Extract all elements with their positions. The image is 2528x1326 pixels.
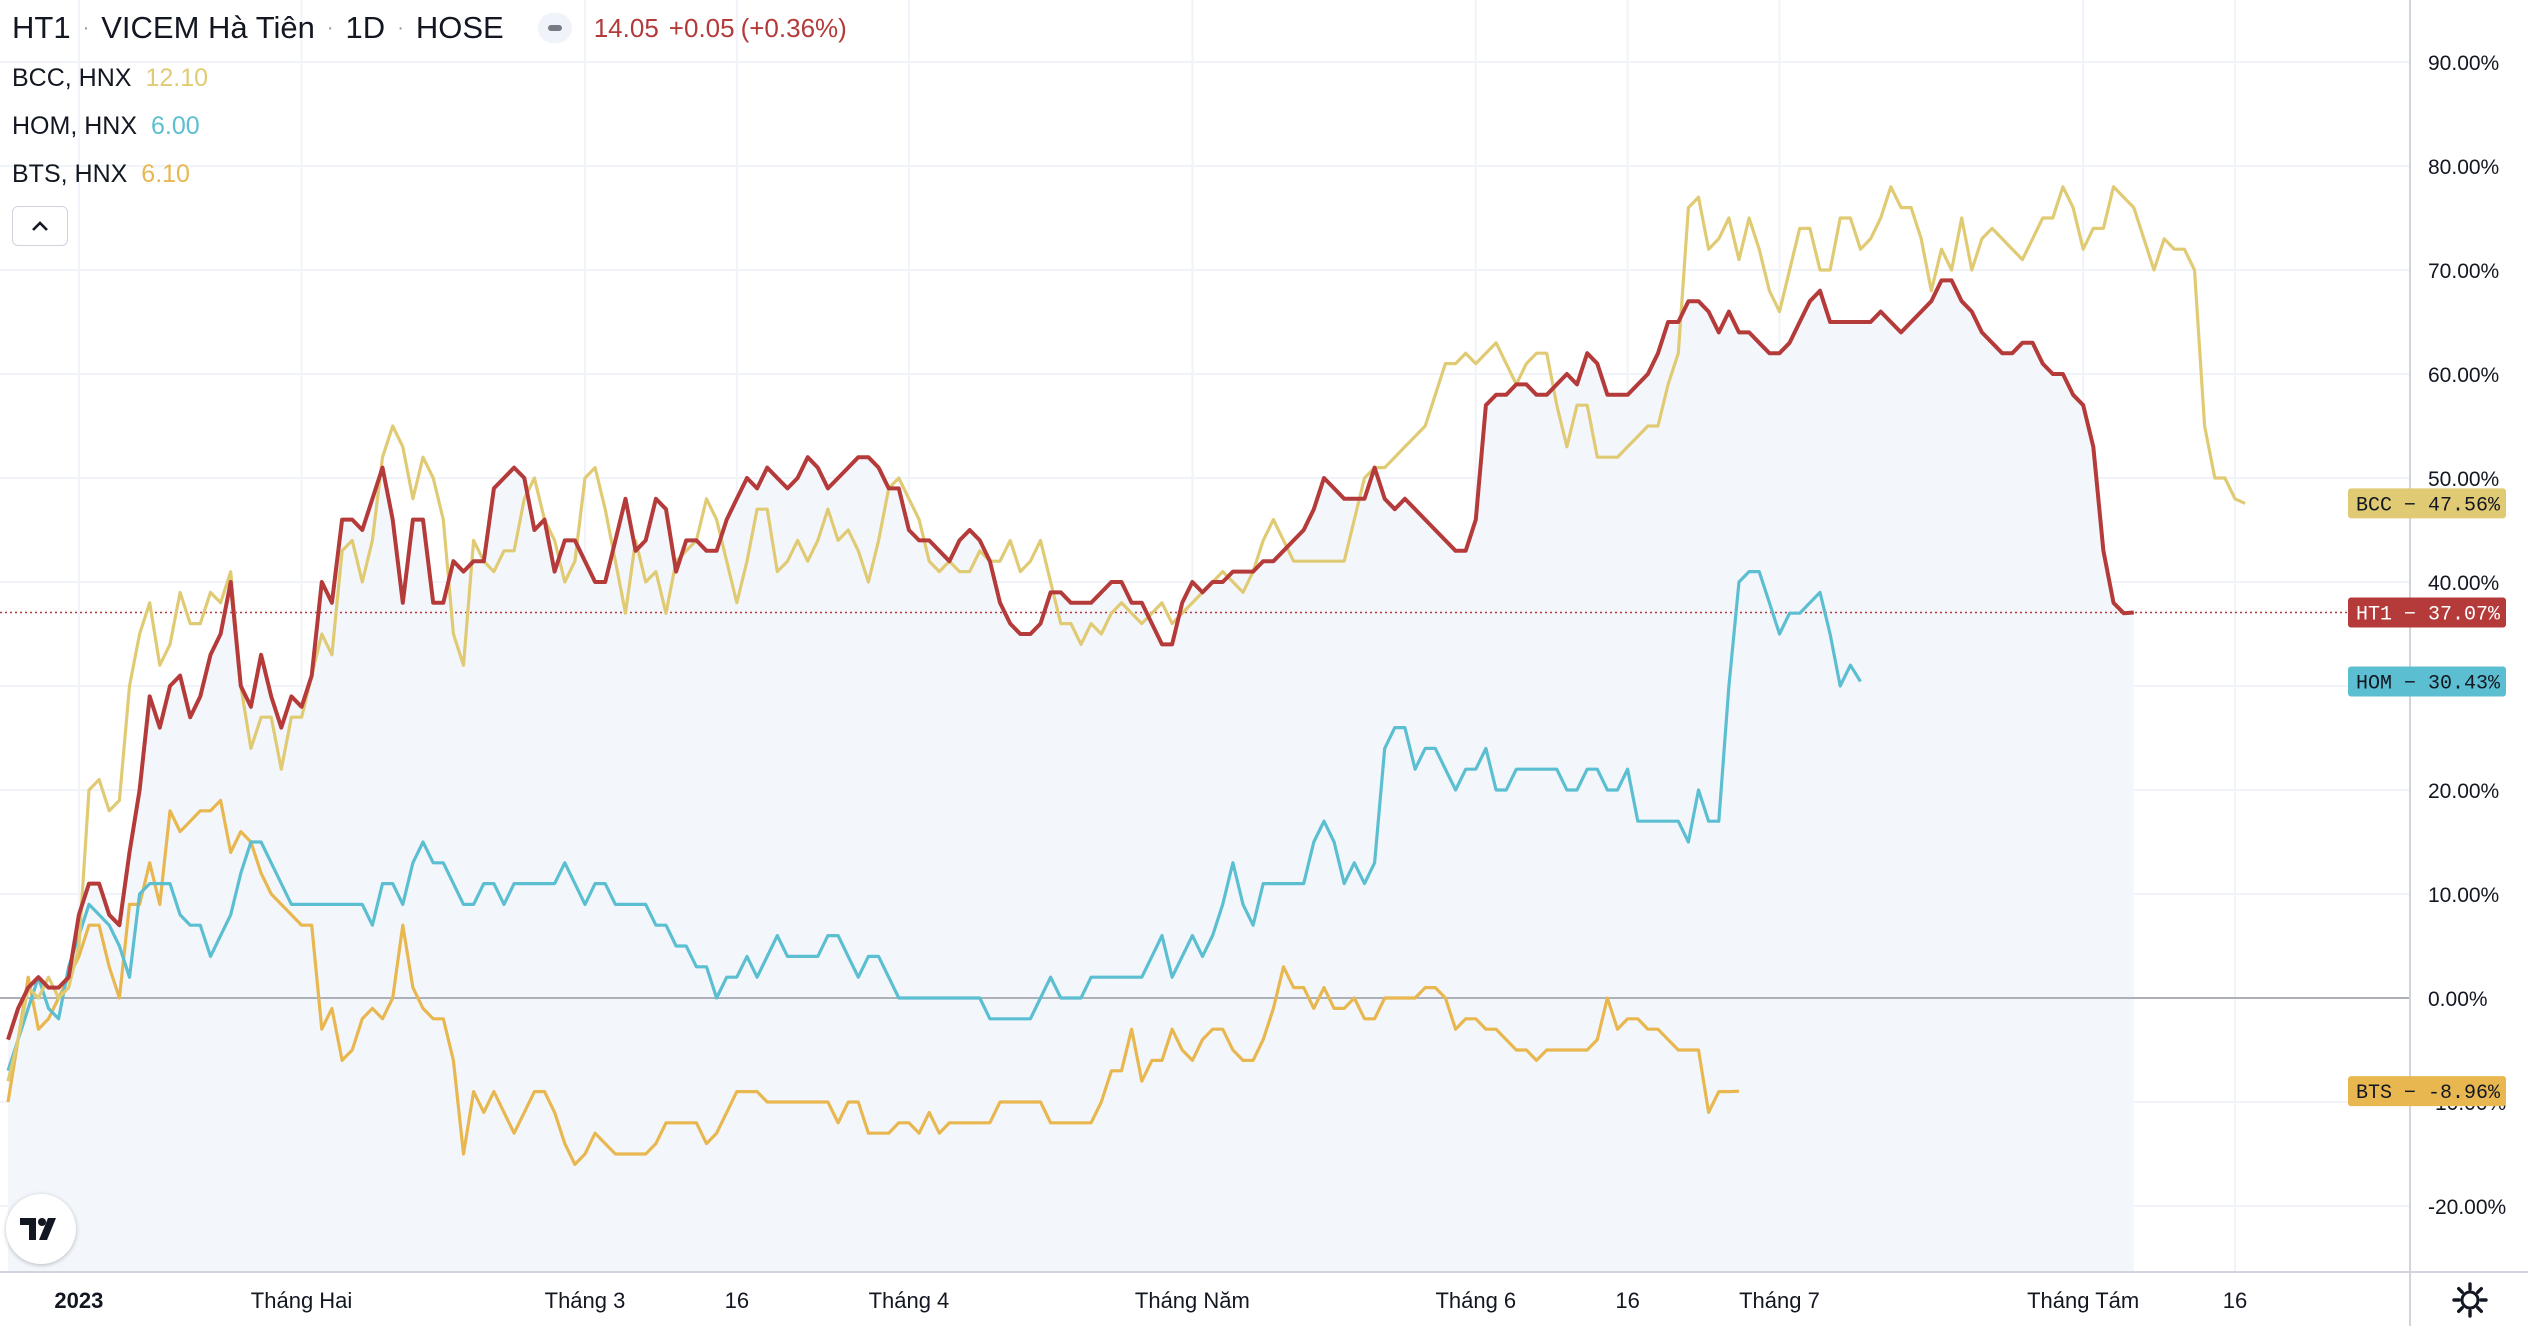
- legend-row-bcc[interactable]: BCC, HNX 12.10: [12, 54, 847, 102]
- y-tick-label: 40.00%: [2428, 572, 2499, 595]
- separator-dot: ·: [397, 16, 404, 39]
- legend-value: 6.00: [151, 111, 200, 140]
- series-line-ht1: [6, 278, 2134, 1041]
- badge-bg: [2348, 666, 2506, 697]
- series-lines: [6, 185, 2246, 1167]
- market-status-icon[interactable]: [537, 13, 572, 43]
- badge-text: BCC − 47.56%: [2356, 494, 2501, 517]
- collapse-legend-button[interactable]: [12, 206, 68, 246]
- badge-bg: [2348, 597, 2506, 628]
- x-tick-label: Tháng 6: [1435, 1288, 1516, 1313]
- gear-icon[interactable]: [2450, 1280, 2490, 1320]
- y-tick-label: 90.00%: [2428, 52, 2499, 75]
- badge-bg: [2348, 488, 2506, 519]
- series-line-hom: [6, 569, 1862, 1072]
- y-tick-label: 70.00%: [2428, 260, 2499, 283]
- legend-row-bts[interactable]: BTS, HNX 6.10: [12, 150, 847, 198]
- y-tick-label: 20.00%: [2428, 780, 2499, 803]
- x-tick-label: Tháng Tám: [2027, 1288, 2139, 1313]
- y-tick-label: 0.00%: [2428, 988, 2488, 1011]
- y-tick-label: 10.00%: [2428, 884, 2499, 907]
- main-symbol-legend[interactable]: HT1 · VICEM Hà Tiên · 1D · HOSE 14.05 +0…: [12, 8, 847, 48]
- series-line-bts: [6, 798, 1740, 1167]
- badge-bg: [2348, 1076, 2506, 1107]
- separator-dot: ·: [326, 16, 334, 39]
- y-tick-label: 80.00%: [2428, 156, 2499, 179]
- separator-dot: ·: [82, 16, 90, 39]
- x-tick-label: 16: [2223, 1288, 2247, 1313]
- x-tick-label: Tháng Hai: [251, 1288, 353, 1313]
- badge-bts: BTS − -8.96%: [2348, 1076, 2506, 1107]
- last-price: 14.05: [593, 12, 659, 43]
- x-tick-label: 16: [1615, 1288, 1639, 1313]
- chart-legend: HT1 · VICEM Hà Tiên · 1D · HOSE 14.05 +0…: [12, 8, 847, 246]
- x-tick-label: Tháng Năm: [1135, 1288, 1250, 1313]
- x-tick-label: 2023: [54, 1288, 103, 1313]
- badge-text: HOM − 30.43%: [2356, 673, 2501, 696]
- chevron-up-icon: [32, 221, 48, 231]
- x-tick-label: 16: [725, 1288, 749, 1313]
- last-value-badges: BCC − 47.56% HT1 − 37.07% HOM − 30.43% BTS …: [2348, 488, 2506, 1107]
- tradingview-logo-icon[interactable]: [6, 1194, 76, 1264]
- legend-row-hom[interactable]: HOM, HNX 6.00: [12, 102, 847, 150]
- x-tick-label: Tháng 4: [869, 1288, 950, 1313]
- y-tick-label: 50.00%: [2428, 468, 2499, 491]
- legend-value: 12.10: [145, 63, 209, 92]
- badge-text: HT1 − 37.07%: [2356, 603, 2501, 626]
- exchange: HOSE: [415, 10, 504, 45]
- price-change-percent: (+0.36%): [740, 12, 847, 43]
- price-change: +0.05: [668, 12, 735, 43]
- interval: 1D: [345, 10, 386, 45]
- badge-ht1: HT1 − 37.07%: [2348, 597, 2506, 628]
- symbol-name: VICEM Hà Tiên: [101, 10, 315, 45]
- badge-bcc: BCC − 47.56%: [2348, 488, 2506, 519]
- x-tick-label: Tháng 7: [1739, 1288, 1820, 1313]
- x-tick-label: Tháng 3: [545, 1288, 626, 1313]
- y-tick-label: 60.00%: [2428, 364, 2499, 387]
- legend-value: 6.10: [141, 159, 190, 188]
- y-tick-label: -20.00%: [2428, 1196, 2506, 1219]
- badge-text: BTS − -8.96%: [2356, 1082, 2501, 1105]
- legend-label: BTS, HNX: [12, 159, 128, 188]
- legend-label: HOM, HNX: [12, 111, 137, 140]
- legend-label: BCC, HNX: [12, 63, 132, 92]
- symbol-ticker: HT1: [12, 10, 71, 45]
- badge-hom: HOM − 30.43%: [2348, 666, 2506, 697]
